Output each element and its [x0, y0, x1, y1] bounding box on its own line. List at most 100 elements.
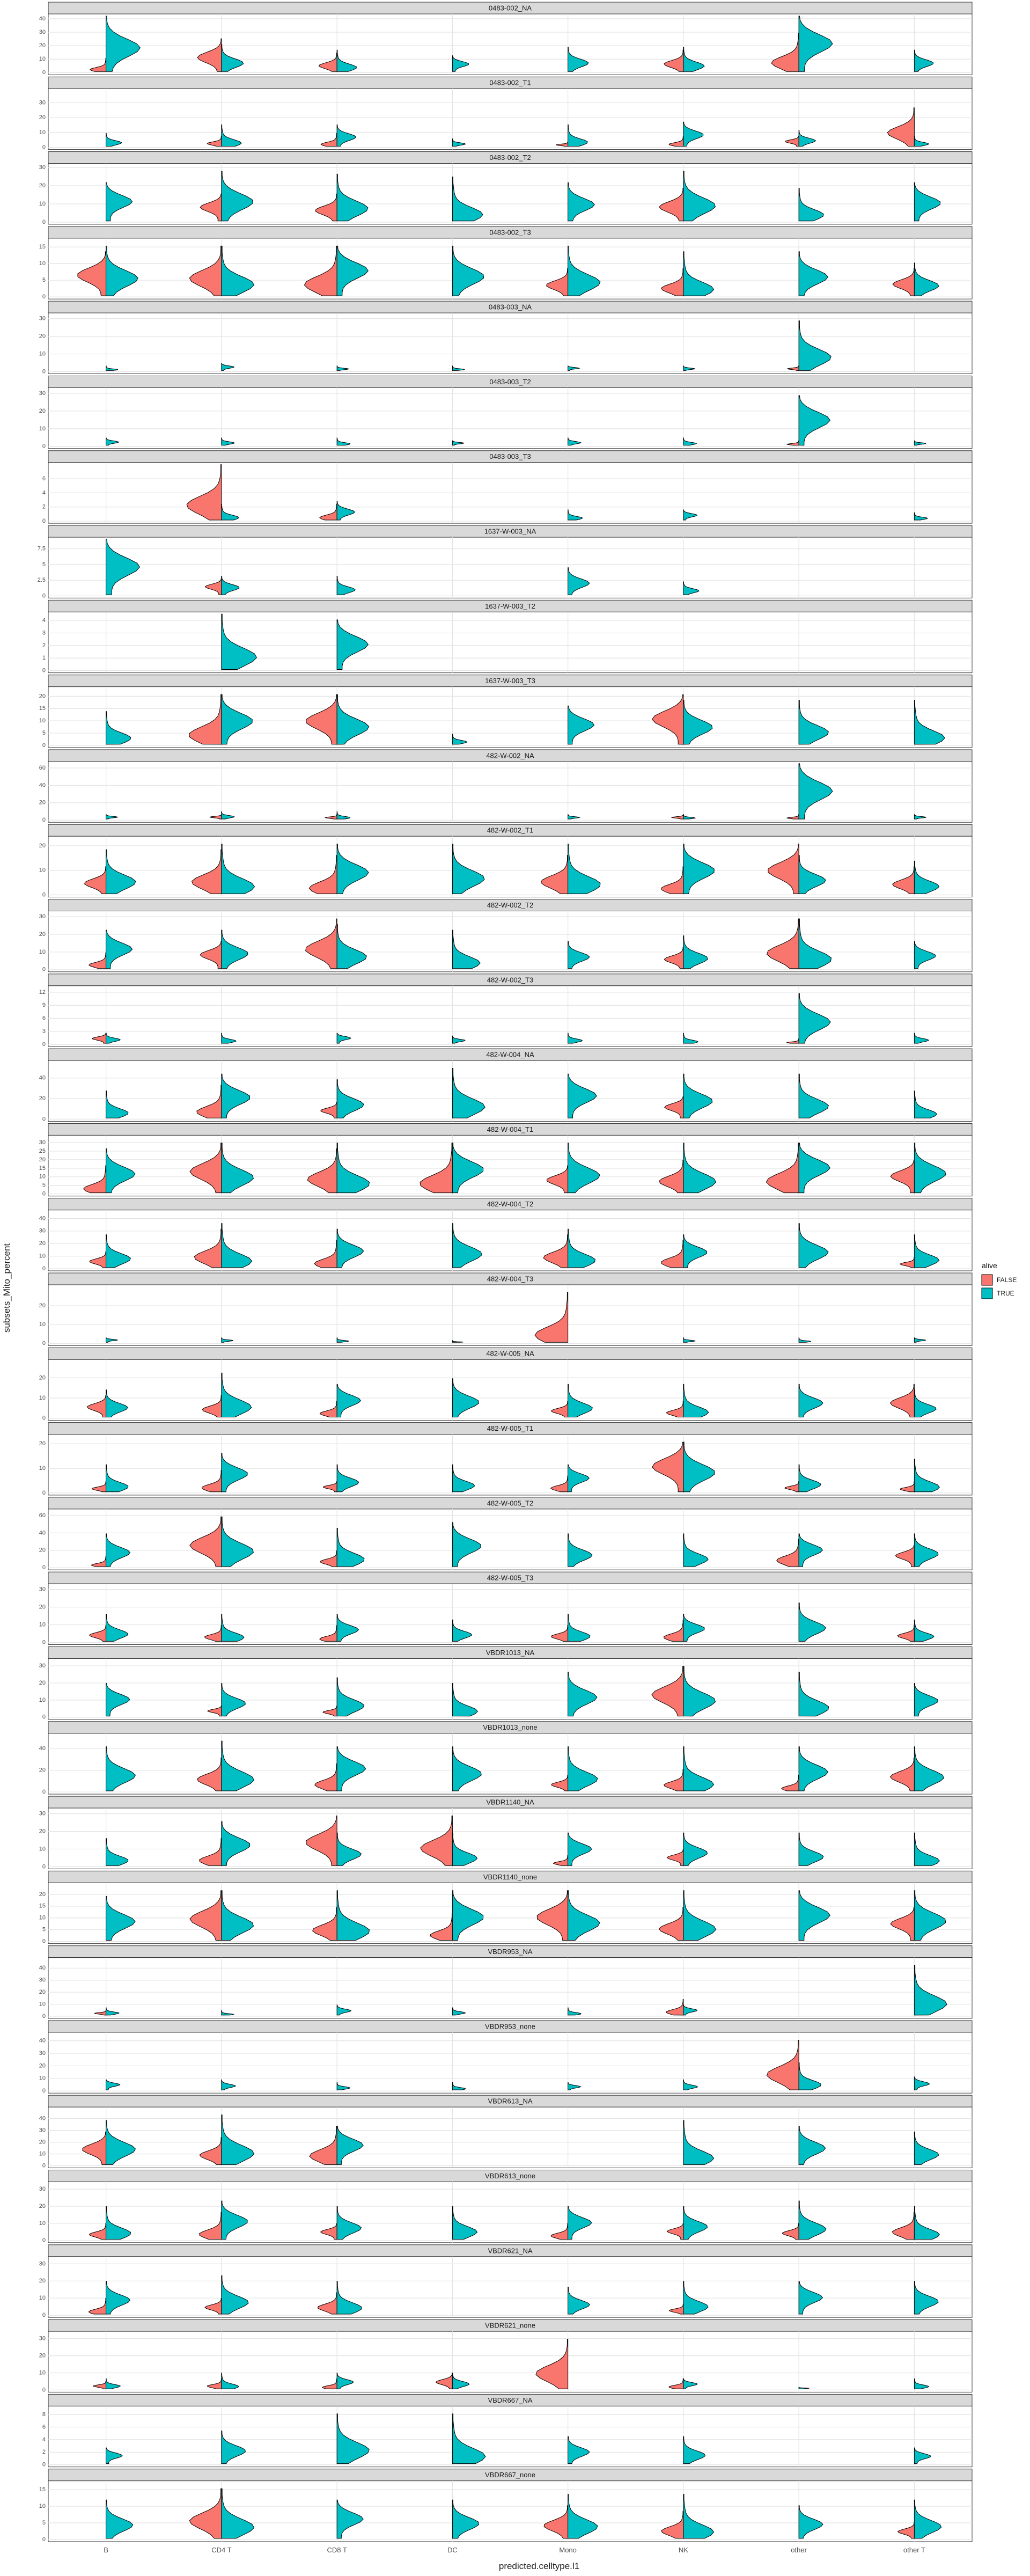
panel-background	[48, 1210, 973, 1271]
violin-true	[106, 1389, 128, 1418]
violin-false	[887, 107, 915, 147]
violin-false	[420, 1816, 453, 1866]
violin-true	[568, 1614, 591, 1642]
y-tick-label: 10	[39, 2220, 46, 2227]
y-tick-label: 40	[39, 16, 46, 22]
y-tick-label: 20	[39, 800, 46, 806]
y-tick-label: 20	[39, 1891, 46, 1898]
violin-false	[658, 1907, 684, 1941]
violin-true	[683, 581, 700, 595]
violin-true	[683, 2378, 697, 2389]
y-tick-label: 0	[42, 1191, 46, 1197]
facet-panel-3: 0483-002_T3 0 5 10 15	[39, 226, 973, 300]
violin-true	[798, 2062, 821, 2090]
y-tick-label: 4	[42, 2436, 46, 2443]
violin-true	[336, 2373, 354, 2389]
violin-true	[568, 2007, 582, 2016]
facet-strip-label: VBDR621_none	[485, 2322, 535, 2330]
violin-true	[568, 437, 582, 446]
panel-background	[48, 537, 973, 598]
y-tick-label: 7.5	[38, 546, 46, 552]
violin-true	[798, 1073, 829, 1118]
violin-true	[452, 1378, 480, 1418]
facet-strip-label: 482-W-002_T2	[487, 901, 533, 909]
facet-strip-label: 0483-003_T2	[489, 378, 531, 386]
violin-true	[798, 1223, 829, 1268]
violin-true	[221, 1143, 254, 1194]
violin-true	[914, 2378, 930, 2389]
violin-true	[914, 182, 941, 222]
facet-panel-7: 1637-W-003_NA 0 2.5 5 7.5	[38, 525, 973, 599]
panel-background	[48, 2405, 973, 2468]
violin-false	[189, 1516, 222, 1567]
violin-true	[568, 1746, 598, 1791]
violin-true	[914, 941, 936, 969]
y-tick-label: 20	[39, 1767, 46, 1773]
y-tick-label: 0	[42, 1041, 46, 1048]
violin-true	[336, 2206, 362, 2240]
violin-true	[798, 188, 824, 222]
violin-true	[106, 133, 122, 147]
violin-true	[798, 700, 829, 745]
violin-true	[336, 1033, 352, 1044]
y-tick-label: 30	[39, 1139, 46, 1146]
violin-true	[336, 1677, 365, 1717]
violin-false	[189, 245, 222, 296]
violin-true	[221, 2114, 255, 2165]
violin-true	[914, 1832, 940, 1866]
legend-key-false	[981, 1274, 993, 1286]
facet-panel-10: 482-W-002_NA 0 20 40 60	[39, 749, 973, 823]
facet-strip-label: VBDR953_NA	[488, 1948, 532, 1956]
violin-true	[568, 1832, 592, 1866]
panel-background	[48, 1060, 973, 1122]
violin-true	[568, 365, 580, 371]
y-tick-label: 10	[39, 2295, 46, 2301]
violin-true	[336, 576, 356, 595]
y-tick-label: 20	[39, 2203, 46, 2209]
violin-true	[798, 1746, 829, 1791]
violin-true	[568, 1228, 595, 1268]
facet-strip-label: VBDR1140_none	[483, 1873, 537, 1881]
panel-background	[48, 1135, 973, 1197]
violin-true	[798, 1143, 830, 1194]
violin-true	[221, 1740, 255, 1791]
violin-false	[317, 2292, 337, 2315]
y-tick-label: 20	[39, 693, 46, 699]
violin-false	[321, 2378, 337, 2389]
violin-true	[683, 1384, 709, 1418]
y-tick-label: 10	[39, 1697, 46, 1703]
violin-true	[336, 1528, 365, 1567]
y-tick-label: 0	[42, 967, 46, 973]
facet-panel-4: 0483-003_NA 0 10 20 30	[39, 301, 973, 375]
y-tick-label: 0	[42, 2312, 46, 2318]
violin-true	[568, 509, 583, 521]
y-tick-label: 40	[39, 2116, 46, 2122]
y-tick-label: 0	[42, 1265, 46, 1272]
facet-panel-9: 1637-W-003_T3 0 5 10 15 20	[39, 675, 973, 749]
panel-background	[48, 13, 973, 75]
violin-true	[336, 924, 367, 969]
violin-true	[683, 2206, 708, 2240]
violin-false	[668, 2378, 684, 2389]
facet-strip-label: 1637-W-003_NA	[484, 527, 536, 535]
facet-panel-18: 482-W-005_NA 0 10 20	[39, 1347, 973, 1421]
violin-false	[666, 1401, 684, 1418]
violin-false	[194, 1228, 222, 1268]
violin-false	[897, 1625, 915, 1642]
violin-true	[336, 1746, 366, 1791]
violin-true	[452, 1522, 481, 1567]
y-tick-label: 30	[39, 99, 46, 106]
violin-true	[914, 2131, 939, 2165]
violin-true	[798, 1464, 821, 1492]
panel-background	[48, 1284, 973, 1346]
violin-true	[683, 365, 696, 371]
violin-true	[221, 2373, 239, 2389]
facet-strip-label: VBDR953_none	[485, 2022, 535, 2030]
facet-panel-6: 0483-003_T3 0 2 4 6	[42, 450, 973, 524]
violin-true	[914, 860, 940, 894]
x-tick-label: Mono	[559, 2546, 577, 2554]
violin-true	[914, 700, 945, 745]
violin-false	[550, 1475, 569, 1492]
violin-true	[452, 930, 481, 969]
violin-false	[199, 2212, 222, 2240]
